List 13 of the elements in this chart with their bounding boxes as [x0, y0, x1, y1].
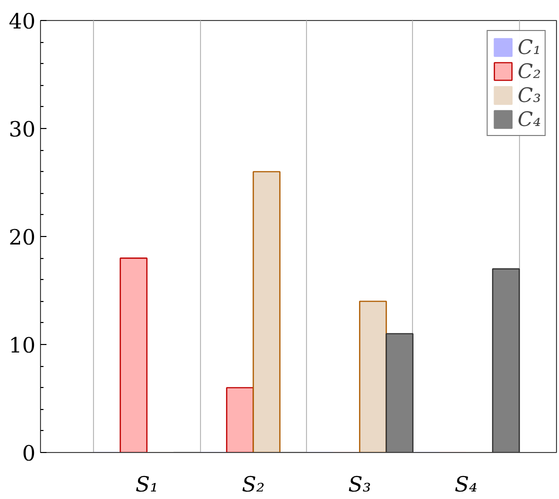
- x-tick-label: S₂: [242, 472, 265, 496]
- y-tick-label: 0: [22, 442, 36, 466]
- y-tick-label: 10: [8, 334, 36, 358]
- y-tick-label: 20: [8, 226, 36, 250]
- x-tick-label: S₄: [454, 472, 478, 496]
- x-tick-label: S₃: [348, 472, 372, 496]
- legend-label: C₃: [518, 83, 541, 107]
- y-tick-label: 40: [8, 10, 36, 34]
- x-tick-label: S₁: [135, 472, 158, 496]
- legend-label: C₁: [518, 35, 541, 59]
- y-tick-label: 30: [8, 118, 36, 142]
- legend-label: C₄: [518, 107, 541, 131]
- legend-label: C₂: [518, 59, 541, 83]
